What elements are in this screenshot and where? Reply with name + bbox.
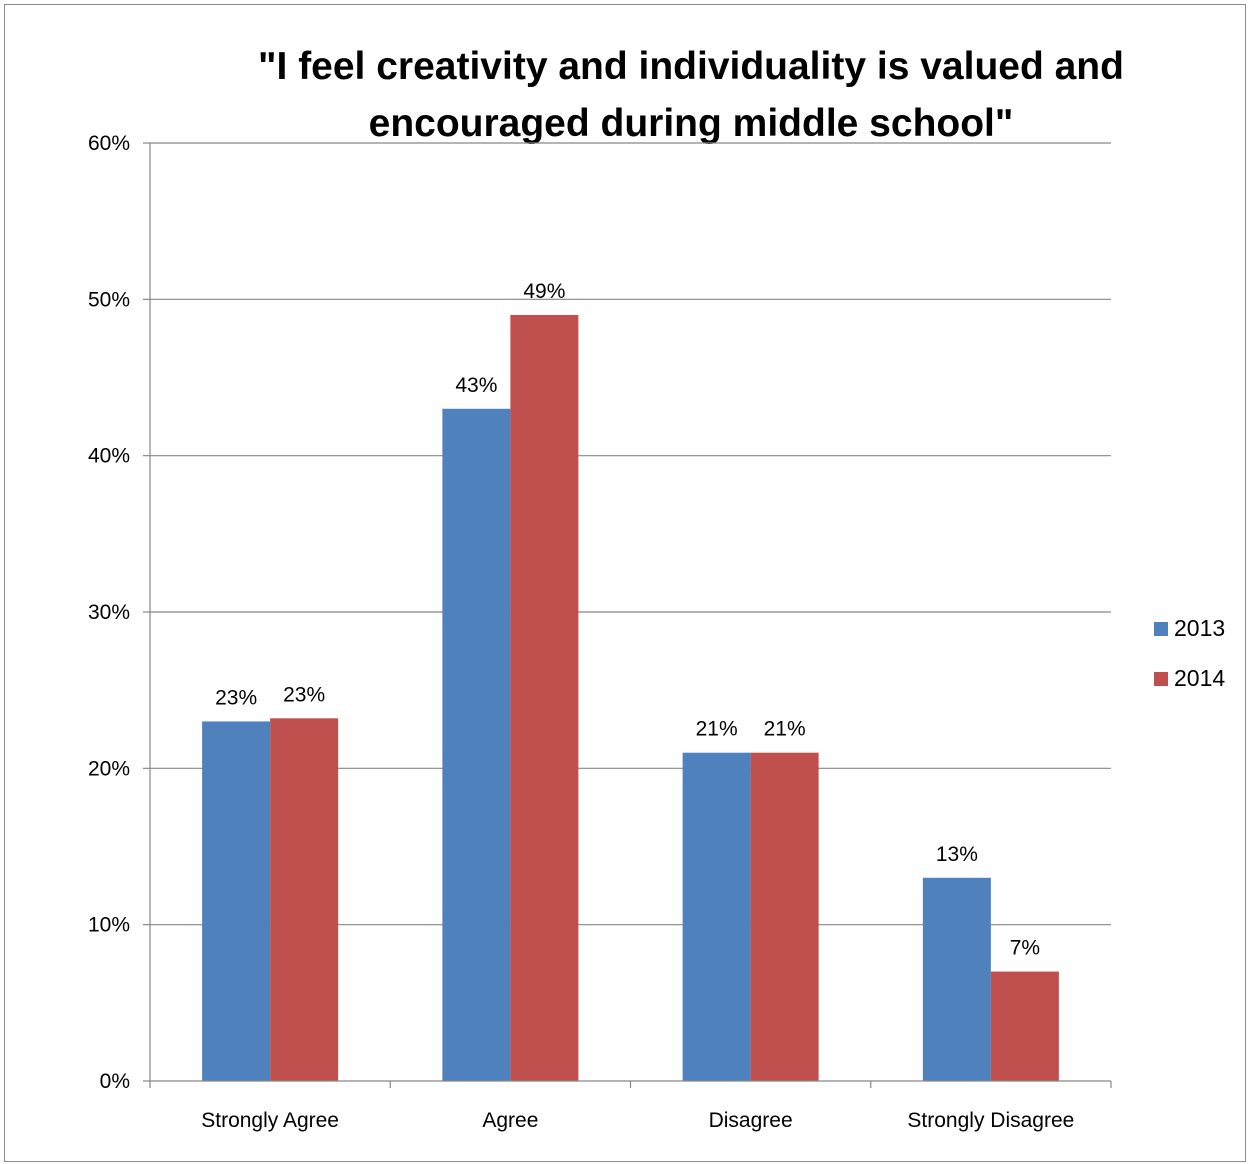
data-label: 49% <box>523 280 565 303</box>
data-label: 23% <box>215 686 257 709</box>
data-label: 23% <box>283 683 325 706</box>
chart-frame: "I feel creativity and individuality is … <box>4 4 1246 1162</box>
data-label: 7% <box>1010 937 1040 960</box>
y-tick-label: 20% <box>88 757 130 780</box>
bar-2013-2 <box>682 752 751 1081</box>
bar-2014-2 <box>750 752 819 1081</box>
legend-label: 2013 <box>1174 615 1225 641</box>
axes: 0% 10% 20% 30% 40% 50% 60% Strongly Agree Agree D… <box>88 132 1112 1132</box>
data-label: 21% <box>764 718 806 741</box>
legend-swatch-2014 <box>1154 672 1168 686</box>
y-tick-label: 50% <box>88 288 130 311</box>
chart-title-line-1: "I feel creativity and individuality is … <box>258 45 1124 88</box>
y-tick-label: 40% <box>88 445 130 468</box>
y-tick-label: 0% <box>100 1070 130 1093</box>
bars <box>202 314 1059 1081</box>
category-label: Strongly Disagree <box>907 1109 1074 1132</box>
legend-swatch-2013 <box>1154 622 1168 636</box>
chart-svg: "I feel creativity and individuality is … <box>88 45 1225 1132</box>
chart-title-line-2: encouraged during middle school" <box>369 102 1014 145</box>
chart-title: "I feel creativity and individuality is … <box>258 45 1124 145</box>
y-tick-label: 30% <box>88 601 130 624</box>
data-label: 43% <box>455 374 497 397</box>
data-label: 21% <box>696 718 738 741</box>
category-label: Disagree <box>709 1109 793 1132</box>
data-labels: 23% 23% 43% 49% 21% 21% 13% 7% <box>215 280 1040 960</box>
y-tick-label: 10% <box>88 914 130 937</box>
y-tick-label: 60% <box>88 132 130 155</box>
category-label: Strongly Agree <box>201 1109 339 1132</box>
legend-label: 2014 <box>1174 665 1225 691</box>
category-label: Agree <box>482 1109 538 1132</box>
bar-2014-3 <box>990 971 1059 1081</box>
bar-2014-1 <box>510 314 579 1081</box>
bar-2014-0 <box>270 718 339 1081</box>
data-label: 13% <box>936 843 978 866</box>
bar-2013-3 <box>922 877 991 1081</box>
bar-2013-1 <box>442 408 511 1081</box>
bar-2013-0 <box>202 721 271 1081</box>
legend: 2013 2014 <box>1154 615 1225 691</box>
